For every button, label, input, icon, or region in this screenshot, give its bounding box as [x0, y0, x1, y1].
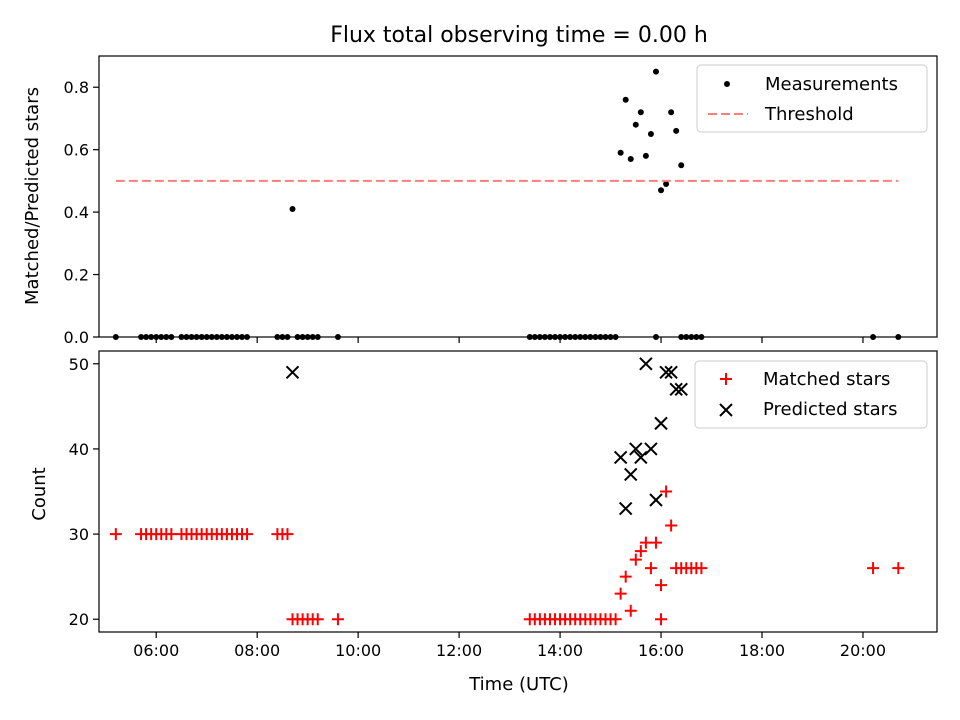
- measurement-point: [678, 162, 685, 169]
- matched-stars-point: [665, 519, 678, 532]
- top-legend: Measurements Threshold: [696, 64, 928, 133]
- bottom-panel: 20 30 40 50 06:00 08:00 10:00 12:00 14:00 16:00 1…: [29, 350, 938, 695]
- matched-stars-point: [241, 528, 254, 541]
- top-x-ticks: [155, 337, 864, 343]
- matched-stars-point: [634, 545, 647, 558]
- matched-stars-point: [892, 562, 905, 575]
- bottom-marks: [109, 357, 905, 626]
- matched-stars-point: [644, 562, 657, 575]
- matched-stars-point: [695, 562, 708, 575]
- predicted-stars-point: [613, 450, 628, 465]
- measurement-point: [642, 152, 649, 159]
- predicted-legend-label: Predicted stars: [763, 399, 897, 420]
- y-tick-label: 40: [69, 440, 89, 459]
- predicted-stars-point: [659, 365, 673, 379]
- x-tick-label: 20:00: [840, 641, 886, 660]
- y-tick-label: 0.8: [64, 78, 89, 97]
- top-y-ticks: 0.0 0.2 0.4 0.6 0.8: [64, 78, 99, 347]
- threshold-legend-label: Threshold: [764, 104, 854, 125]
- measurement-point: [617, 149, 624, 156]
- matched-stars-point: [165, 528, 178, 541]
- x-tick-label: 10:00: [335, 641, 381, 660]
- predicted-stars-point: [285, 365, 300, 379]
- measurement-point: [647, 131, 654, 138]
- measurement-point: [632, 121, 639, 128]
- predicted-stars-point: [669, 382, 683, 397]
- measurements-legend-label: Measurements: [765, 74, 898, 95]
- matched-stars-point: [660, 485, 673, 498]
- top-y-axis-label: Matched/Predicted stars: [22, 87, 43, 305]
- measurement-point: [622, 96, 629, 103]
- bottom-legend: Matched stars Predicted stars: [694, 360, 928, 429]
- x-tick-label: 18:00: [739, 641, 785, 660]
- matched-stars-point: [629, 553, 642, 566]
- predicted-stars-point: [634, 450, 648, 465]
- predicted-stars-point: [618, 501, 633, 516]
- matched-stars-point: [649, 536, 662, 549]
- matched-stars-point: [655, 579, 668, 592]
- x-tick-label: 06:00: [133, 641, 179, 660]
- y-tick-label: 0.2: [64, 266, 89, 285]
- y-tick-label: 20: [69, 610, 89, 629]
- bottom-x-ticks: 06:00 08:00 10:00 12:00 14:00 16:00 18:00 20:00: [133, 632, 886, 660]
- bottom-legend-box: [694, 360, 928, 429]
- chart-title: Flux total observing time = 0.00 h: [330, 23, 708, 48]
- matched-stars-point: [867, 562, 880, 575]
- predicted-stars-point: [654, 416, 668, 431]
- predicted-stars-point: [664, 365, 678, 379]
- measurement-point: [652, 68, 659, 75]
- predicted-stars-point: [639, 357, 653, 371]
- y-tick-label: 50: [69, 355, 89, 374]
- matched-stars-point: [655, 613, 668, 626]
- x-tick-label: 16:00: [638, 641, 684, 660]
- bottom-y-axis-label: Count: [29, 467, 50, 520]
- predicted-stars-point: [629, 442, 643, 456]
- top-panel: Flux total observing time = 0.00 h 0.00.…: [22, 23, 938, 347]
- matched-stars-point: [639, 536, 652, 549]
- measurement-point: [663, 181, 670, 188]
- measurement-point: [289, 205, 296, 212]
- measurement-point: [673, 127, 680, 134]
- matched-stars-point: [609, 613, 622, 626]
- y-tick-label: 0.4: [64, 203, 89, 222]
- x-tick-label: 12:00: [436, 641, 482, 660]
- matched-stars-point: [311, 613, 324, 626]
- y-tick-label: 0.0: [64, 328, 89, 347]
- predicted-legend-marker: [719, 403, 733, 417]
- y-tick-label: 0.6: [64, 141, 89, 160]
- matched-legend-marker: [720, 373, 732, 385]
- x-axis-label: Time (UTC): [468, 674, 569, 695]
- x-tick-label: 14:00: [537, 641, 583, 660]
- predicted-stars-point: [624, 467, 638, 482]
- measurement-point: [627, 156, 634, 163]
- measurement-point: [637, 109, 644, 116]
- predicted-stars-point: [674, 382, 688, 397]
- measurements-legend-marker: [724, 81, 730, 87]
- bottom-y-ticks: 20 30 40 50: [69, 355, 99, 629]
- x-tick-label: 08:00: [234, 641, 280, 660]
- predicted-stars-point: [644, 442, 658, 456]
- measurement-point: [658, 187, 665, 194]
- matched-stars-point: [624, 604, 637, 617]
- top-legend-box: [696, 64, 928, 133]
- matched-legend-label: Matched stars: [763, 369, 890, 390]
- matched-stars-point: [619, 570, 632, 583]
- measurement-point: [668, 109, 675, 116]
- top-axes-frame: [98, 55, 938, 338]
- matched-stars-point: [614, 587, 627, 600]
- y-tick-label: 30: [69, 525, 89, 544]
- predicted-stars-point: [649, 493, 663, 507]
- matched-stars-point: [281, 528, 294, 541]
- matched-stars-point: [109, 528, 122, 541]
- bottom-axes-frame: [98, 350, 938, 633]
- matched-stars-point: [331, 613, 344, 626]
